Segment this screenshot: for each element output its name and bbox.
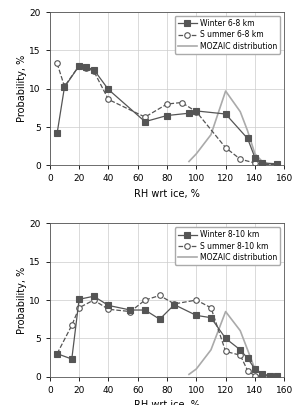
Line: Winter 6-8 km: Winter 6-8 km [54, 63, 280, 166]
S ummer 8-10 km [158, 293, 161, 298]
Winter 6-8 km [107, 87, 110, 92]
MOZAIC distribution [209, 132, 213, 137]
Line: S ummer 6-8 km: S ummer 6-8 km [54, 61, 280, 167]
MOZAIC distribution [195, 367, 198, 371]
S ummer 6-8 km [55, 61, 59, 66]
Y-axis label: Probability, %: Probability, % [16, 55, 26, 122]
Winter 8-10 km [143, 308, 147, 313]
Winter 6-8 km [143, 119, 147, 124]
Legend: Winter 8-10 km, S ummer 8-10 km, MOZAIC distribution: Winter 8-10 km, S ummer 8-10 km, MOZAIC … [175, 227, 280, 265]
Winter 8-10 km [209, 315, 213, 320]
MOZAIC distribution [239, 109, 242, 114]
Line: Winter 8-10 km: Winter 8-10 km [54, 294, 280, 379]
MOZAIC distribution [224, 89, 227, 94]
Winter 8-10 km [129, 308, 132, 313]
Winter 6-8 km [77, 63, 81, 68]
S ummer 8-10 km [55, 351, 59, 356]
MOZAIC distribution [239, 328, 242, 333]
Y-axis label: Probability, %: Probability, % [16, 266, 26, 334]
MOZAIC distribution [260, 372, 264, 377]
S ummer 6-8 km [253, 160, 257, 165]
MOZAIC distribution [246, 128, 249, 133]
S ummer 8-10 km [275, 374, 279, 379]
S ummer 6-8 km [239, 157, 242, 162]
Winter 6-8 km [275, 161, 279, 166]
S ummer 8-10 km [224, 349, 227, 354]
X-axis label: RH wrt ice, %: RH wrt ice, % [134, 189, 200, 199]
MOZAIC distribution [187, 372, 191, 377]
S ummer 6-8 km [224, 145, 227, 150]
Winter 8-10 km [92, 294, 96, 298]
Winter 6-8 km [63, 85, 66, 90]
S ummer 8-10 km [173, 301, 176, 306]
MOZAIC distribution [275, 163, 279, 168]
Winter 6-8 km [165, 113, 169, 118]
S ummer 8-10 km [129, 309, 132, 314]
S ummer 8-10 km [246, 368, 249, 373]
Winter 8-10 km [77, 297, 81, 302]
S ummer 6-8 km [77, 63, 81, 68]
S ummer 6-8 km [92, 69, 96, 74]
S ummer 8-10 km [143, 298, 147, 303]
Winter 8-10 km [275, 373, 279, 378]
Line: MOZAIC distribution: MOZAIC distribution [189, 311, 277, 377]
S ummer 8-10 km [77, 305, 81, 310]
MOZAIC distribution [195, 151, 198, 156]
Winter 6-8 km [187, 111, 191, 116]
MOZAIC distribution [187, 159, 191, 164]
Winter 8-10 km [268, 373, 271, 378]
S ummer 6-8 km [165, 102, 169, 107]
Winter 8-10 km [195, 313, 198, 318]
Winter 6-8 km [85, 65, 88, 70]
Winter 8-10 km [260, 371, 264, 376]
Winter 8-10 km [55, 351, 59, 356]
MOZAIC distribution [224, 309, 227, 314]
S ummer 8-10 km [107, 307, 110, 312]
Line: S ummer 8-10 km: S ummer 8-10 km [54, 293, 280, 379]
S ummer 6-8 km [195, 109, 198, 114]
S ummer 8-10 km [268, 373, 271, 378]
MOZAIC distribution [253, 151, 257, 156]
Winter 8-10 km [239, 347, 242, 352]
S ummer 8-10 km [70, 323, 74, 328]
MOZAIC distribution [209, 347, 213, 352]
MOZAIC distribution [260, 159, 264, 164]
S ummer 8-10 km [253, 373, 257, 378]
Winter 8-10 km [107, 303, 110, 308]
Winter 8-10 km [253, 367, 257, 371]
Winter 6-8 km [224, 111, 227, 116]
S ummer 8-10 km [209, 305, 213, 310]
Winter 6-8 km [92, 67, 96, 72]
Winter 8-10 km [158, 317, 161, 322]
MOZAIC distribution [275, 374, 279, 379]
MOZAIC distribution [253, 367, 257, 371]
S ummer 8-10 km [92, 298, 96, 303]
Line: MOZAIC distribution: MOZAIC distribution [189, 91, 277, 165]
S ummer 8-10 km [239, 353, 242, 358]
MOZAIC distribution [246, 347, 249, 352]
S ummer 6-8 km [107, 97, 110, 102]
S ummer 6-8 km [180, 100, 183, 105]
X-axis label: RH wrt ice, %: RH wrt ice, % [134, 400, 200, 405]
S ummer 6-8 km [85, 66, 88, 70]
S ummer 6-8 km [63, 84, 66, 89]
MOZAIC distribution [268, 162, 271, 167]
S ummer 6-8 km [275, 162, 279, 167]
Winter 6-8 km [195, 109, 198, 113]
Winter 6-8 km [55, 131, 59, 136]
Winter 8-10 km [173, 302, 176, 307]
Legend: Winter 6-8 km, S ummer 6-8 km, MOZAIC distribution: Winter 6-8 km, S ummer 6-8 km, MOZAIC di… [175, 16, 280, 54]
Winter 8-10 km [224, 336, 227, 341]
Winter 6-8 km [260, 160, 264, 165]
S ummer 6-8 km [260, 162, 264, 167]
S ummer 6-8 km [143, 115, 147, 119]
Winter 6-8 km [246, 136, 249, 141]
Winter 8-10 km [70, 357, 74, 362]
S ummer 8-10 km [195, 298, 198, 303]
Winter 6-8 km [253, 155, 257, 160]
Winter 8-10 km [246, 356, 249, 361]
MOZAIC distribution [268, 373, 271, 378]
